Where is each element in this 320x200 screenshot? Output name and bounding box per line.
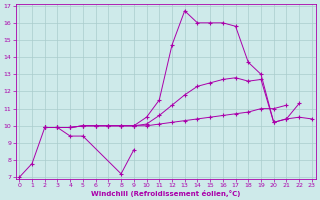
X-axis label: Windchill (Refroidissement éolien,°C): Windchill (Refroidissement éolien,°C) [91, 190, 240, 197]
